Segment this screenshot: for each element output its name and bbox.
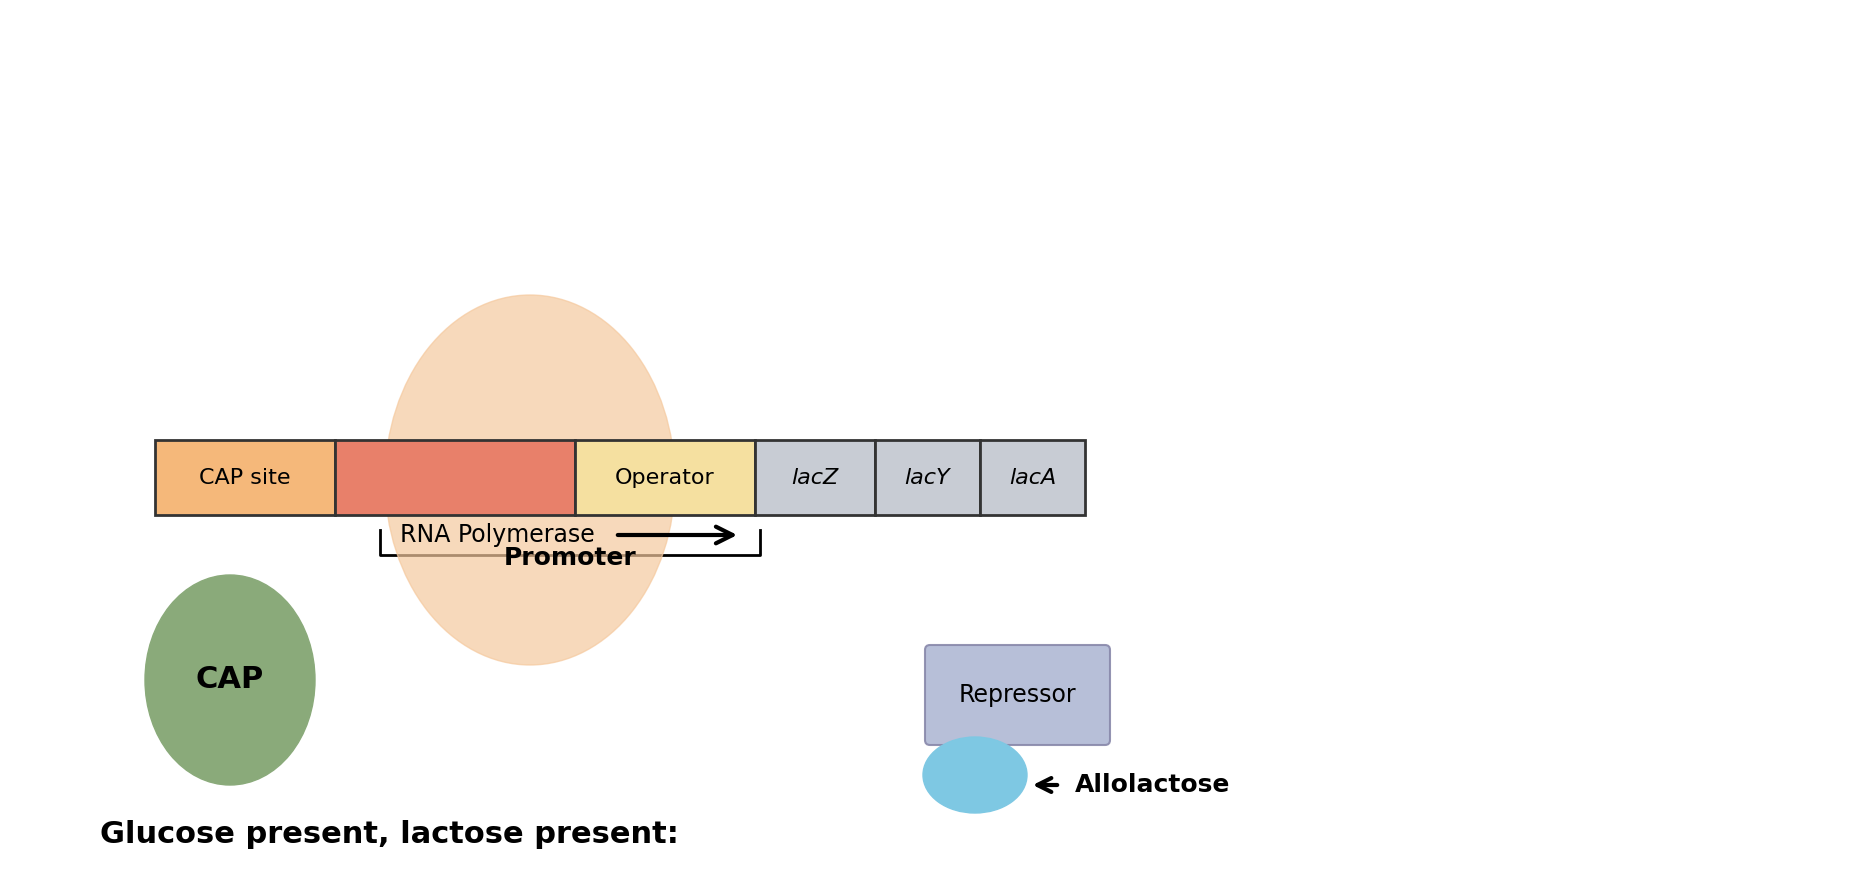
Text: Allolactose: Allolactose — [1075, 773, 1229, 797]
Text: CAP: CAP — [195, 665, 264, 694]
FancyBboxPatch shape — [574, 440, 754, 515]
Text: Glucose present, lactose present:: Glucose present, lactose present: — [100, 820, 678, 849]
Text: lacY: lacY — [904, 467, 949, 488]
FancyBboxPatch shape — [875, 440, 979, 515]
Ellipse shape — [923, 737, 1027, 813]
Text: CAP site: CAP site — [199, 467, 290, 488]
FancyBboxPatch shape — [925, 645, 1109, 745]
Text: Promoter: Promoter — [503, 546, 637, 570]
Text: Repressor: Repressor — [958, 683, 1075, 707]
Text: lacA: lacA — [1008, 467, 1055, 488]
Ellipse shape — [384, 295, 674, 665]
Text: Operator: Operator — [615, 467, 715, 488]
Ellipse shape — [145, 575, 316, 785]
FancyBboxPatch shape — [334, 440, 574, 515]
FancyBboxPatch shape — [754, 440, 875, 515]
Text: RNA Polymerase: RNA Polymerase — [399, 523, 594, 547]
Text: lacZ: lacZ — [791, 467, 838, 488]
FancyBboxPatch shape — [979, 440, 1084, 515]
FancyBboxPatch shape — [154, 440, 334, 515]
